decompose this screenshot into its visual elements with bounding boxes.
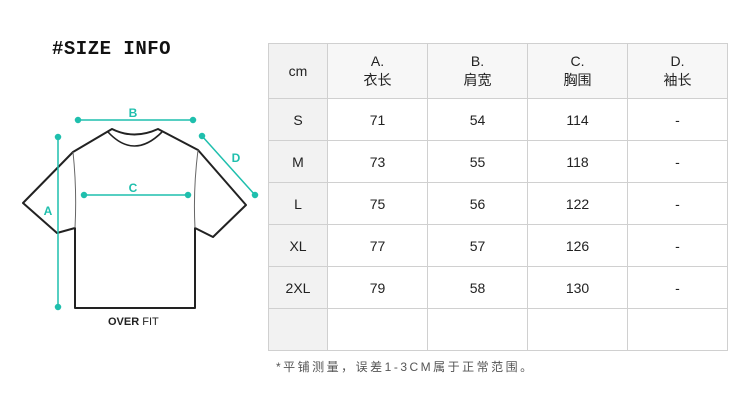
table-cell: -	[627, 140, 728, 183]
header-cell: A. 衣长	[327, 43, 428, 99]
table-cell	[527, 308, 628, 351]
table-cell: 114	[527, 98, 628, 141]
table-cell: -	[627, 182, 728, 225]
table-cell: 122	[527, 182, 628, 225]
table-cell: -	[627, 266, 728, 309]
table-row: S 71 54 114-	[268, 98, 728, 141]
table-row: M 73 55 118-	[268, 140, 728, 183]
table-cell	[427, 308, 528, 351]
header-cell: cm	[268, 43, 328, 99]
header-cell: B. 肩宽	[427, 43, 528, 99]
tshirt-outline	[22, 128, 247, 309]
table-cell: 126	[527, 224, 628, 267]
table-cell	[268, 308, 328, 351]
tshirt-collar	[107, 131, 163, 147]
tshirt-diagram: A B C D	[22, 106, 259, 311]
label-d: D	[232, 151, 241, 165]
table-cell: 58	[427, 266, 528, 309]
table-cell: L	[268, 182, 328, 225]
table-header-row: cm A. 衣长 B. 肩宽 C. 胸围 D. 袖长	[268, 43, 728, 99]
label-c: C	[129, 181, 138, 195]
measure-line-d	[201, 135, 256, 196]
table-cell: 56	[427, 182, 528, 225]
table-cell: 71	[327, 98, 428, 141]
table-cell: 73	[327, 140, 428, 183]
table-cell: S	[268, 98, 328, 141]
table-cell: 54	[427, 98, 528, 141]
label-a: A	[44, 204, 53, 218]
table-row: 2XL 79 58 130-	[268, 266, 728, 309]
table-cell: 2XL	[268, 266, 328, 309]
header-cell: C. 胸围	[527, 43, 628, 99]
table-cell: 75	[327, 182, 428, 225]
size-info-title: #SIZE INFO	[52, 38, 172, 60]
table-row: L 75 56 122-	[268, 182, 728, 225]
table-row	[268, 308, 728, 351]
table-cell: 130	[527, 266, 628, 309]
table-cell: -	[627, 224, 728, 267]
table-cell: 57	[427, 224, 528, 267]
header-cell: D. 袖长	[627, 43, 728, 99]
table-cell: 79	[327, 266, 428, 309]
table-cell: 118	[527, 140, 628, 183]
table-cell: 77	[327, 224, 428, 267]
measurement-note: *平铺测量，误差1-3CM属于正常范围。	[276, 360, 535, 374]
table-cell: -	[627, 98, 728, 141]
label-b: B	[129, 106, 138, 120]
table-row: XL 77 57 126-	[268, 224, 728, 267]
table-cell: XL	[268, 224, 328, 267]
size-table: cm A. 衣长 B. 肩宽 C. 胸围 D. 袖长 S 71 54 114- M 73 55 118…	[268, 43, 728, 351]
table-cell: 55	[427, 140, 528, 183]
table-cell	[627, 308, 728, 351]
table-cell	[327, 308, 428, 351]
table-cell: M	[268, 140, 328, 183]
fit-label: OVER FIT	[108, 316, 159, 328]
